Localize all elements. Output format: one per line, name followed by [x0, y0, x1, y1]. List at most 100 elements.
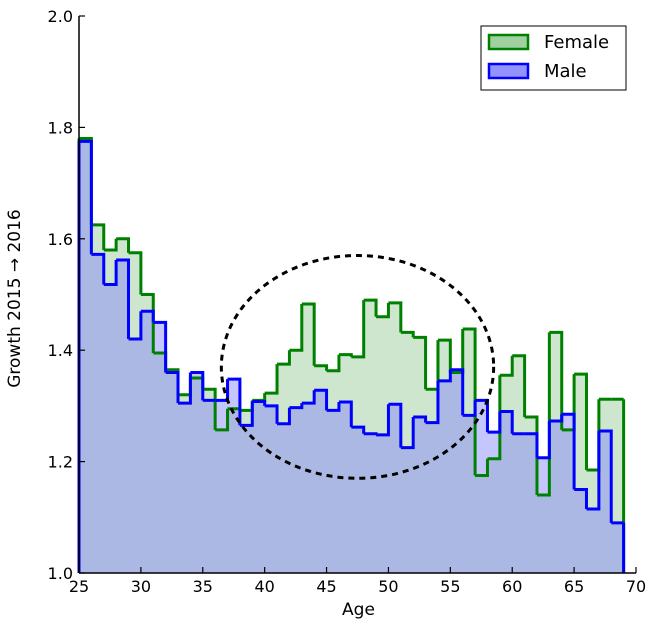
- step-segment: [301, 390, 316, 405]
- step-segment: [116, 258, 131, 340]
- step-segment: [425, 340, 440, 391]
- step-segment: [574, 487, 588, 509]
- step-segment: [351, 425, 366, 434]
- x-axis-label: Age: [342, 600, 375, 620]
- step-segment: [536, 420, 551, 460]
- step-segment: [536, 332, 551, 497]
- x-tick-label: 60: [502, 577, 522, 596]
- step-segment: [450, 329, 465, 374]
- step-segment: [227, 407, 242, 411]
- step-segment: [301, 302, 316, 366]
- step-segment: [487, 375, 502, 461]
- step-segment: [239, 400, 254, 412]
- x-tick-label: 50: [378, 577, 398, 596]
- step-segment: [289, 303, 304, 352]
- step-segment: [103, 259, 118, 286]
- step-segment: [586, 399, 601, 472]
- step-segment: [314, 364, 329, 371]
- step-segment: [400, 417, 415, 450]
- step-segment: [116, 237, 131, 253]
- step-segment: [425, 380, 440, 425]
- step-segment: [79, 139, 93, 255]
- step-segment: [103, 238, 118, 252]
- step-segment: [239, 401, 254, 427]
- step-segment: [561, 412, 576, 490]
- step-segment: [598, 429, 613, 523]
- x-tick-label: 45: [316, 577, 336, 596]
- step-segment: [252, 393, 267, 402]
- step-segment: [413, 415, 428, 423]
- y-tick-label: 1.2: [48, 453, 73, 472]
- step-segment: [178, 378, 192, 397]
- step-segment: [376, 404, 390, 437]
- step-segment: [264, 364, 279, 395]
- step-segment: [91, 252, 106, 285]
- series-area-female: [79, 138, 624, 574]
- axes: 25 30 35 40 45 50 55 60 65 70 1.0 1.2 1.4 1.6 1.8 2.0 Ag…: [5, 7, 646, 620]
- y-axis-label: Growth 2015 → 2016: [5, 209, 25, 388]
- step-segment: [190, 370, 205, 401]
- step-segment: [450, 368, 465, 416]
- x-tick-label: 40: [254, 577, 274, 596]
- step-segment: [363, 298, 378, 317]
- step-segment: [277, 407, 291, 426]
- step-segment: [140, 293, 155, 353]
- step-segment: [326, 354, 341, 373]
- step-segment: [549, 330, 564, 430]
- legend-swatch-male: [487, 62, 530, 80]
- step-segment: [178, 372, 192, 405]
- step-segment: [128, 311, 143, 341]
- step-segment: [549, 414, 564, 423]
- y-tick-label: 1.4: [48, 341, 73, 360]
- step-segment: [512, 354, 527, 418]
- x-tick-label: 30: [131, 577, 151, 596]
- step-segment: [388, 402, 403, 448]
- legend: Female Male: [480, 25, 627, 91]
- highlight-ellipse: [219, 254, 496, 480]
- x-tick-label: 55: [440, 577, 460, 596]
- y-tick-label: 2.0: [48, 7, 73, 26]
- step-segment: [437, 338, 452, 373]
- y-tick-label: 1.8: [48, 118, 73, 137]
- step-segment: [388, 301, 403, 333]
- step-segment: [264, 404, 279, 424]
- y-tick-label: 1.6: [48, 230, 73, 249]
- step-segment: [574, 372, 588, 470]
- step-segment: [462, 327, 477, 476]
- step-segment: [165, 370, 180, 404]
- step-segment: [140, 309, 155, 323]
- step-segment: [215, 408, 230, 432]
- x-tick-label: 35: [193, 577, 213, 596]
- x-tick-label: 70: [626, 577, 646, 596]
- step-segment: [499, 355, 514, 377]
- step-segment: [462, 400, 477, 417]
- step-segment: [376, 302, 390, 319]
- y-tick-label: 1.0: [48, 564, 73, 583]
- step-segment: [413, 335, 428, 390]
- legend-label-male: Male: [544, 61, 587, 82]
- legend-swatch-female: [487, 33, 530, 51]
- step-segment: [338, 400, 353, 428]
- step-segment: [487, 411, 502, 434]
- step-segment: [400, 330, 415, 338]
- step-segment: [128, 251, 143, 295]
- step-segment: [326, 402, 341, 412]
- step-segment: [437, 369, 452, 383]
- step-segment: [277, 350, 291, 366]
- legend-label-female: Female: [544, 32, 609, 53]
- step-segment: [524, 415, 539, 496]
- x-tick-label: 65: [564, 577, 584, 596]
- step-segment: [363, 432, 378, 436]
- step-segment: [91, 223, 106, 250]
- step-segment: [524, 432, 539, 458]
- step-segment: [586, 430, 601, 511]
- step-segment: [202, 387, 217, 430]
- step-segment: [475, 458, 489, 478]
- step-segment: [153, 320, 168, 373]
- plot-area: [77, 137, 626, 574]
- x-tick-label: 25: [69, 577, 89, 596]
- step-segment: [227, 377, 242, 426]
- step-segment: [314, 388, 329, 411]
